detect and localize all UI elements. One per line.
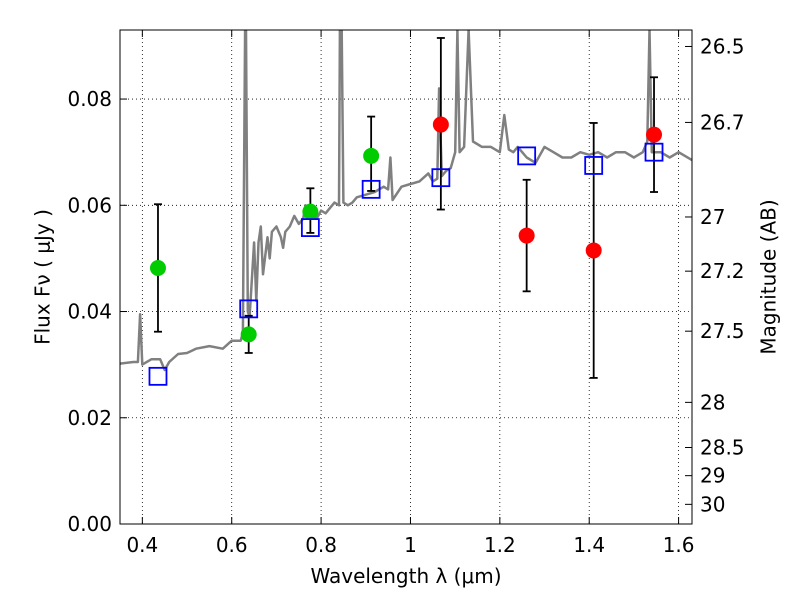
model-point [644, 142, 664, 162]
y2-tick-label: 28.5 [700, 436, 745, 460]
model-point [431, 168, 451, 188]
model-point [517, 146, 537, 166]
axes: 0.4 0.6 0.8 1 1.2 1.4 1.6 0.00 0.02 0.04 0.06 0.08 2… [67, 30, 745, 557]
x-tick-label: 1.4 [573, 533, 605, 557]
data-point [518, 227, 535, 244]
data-point [363, 147, 380, 164]
y2-axis-label: Magnitude (AB) [757, 199, 781, 354]
y-tick-label: 0.08 [67, 87, 112, 111]
y2-tick-label: 30 [700, 492, 725, 516]
data-point [646, 126, 663, 143]
grid [120, 30, 692, 525]
model-point [239, 299, 259, 319]
data-point [240, 326, 257, 343]
x-tick-label: 1 [404, 533, 417, 557]
data-point [432, 116, 449, 133]
y2-tick-label: 28 [700, 390, 725, 414]
y2-tick-label: 27.2 [700, 259, 745, 283]
data-point [302, 203, 319, 220]
model-point [584, 156, 604, 175]
y2-tick-label: 26.5 [700, 34, 745, 58]
model-point [300, 218, 320, 238]
plot-frame [119, 29, 693, 525]
data-point [149, 259, 166, 276]
model-point [361, 179, 381, 199]
plot-area [120, 30, 692, 386]
x-tick-label: 1.2 [484, 533, 516, 557]
y-tick-label: 0.00 [67, 512, 112, 536]
x-tick-label: 1.6 [663, 533, 695, 557]
y2-tick-label: 26.7 [700, 110, 745, 134]
x-tick-label: 0.8 [305, 533, 337, 557]
spectrum-line [120, 30, 692, 372]
y2-tick-label: 27.5 [700, 319, 745, 343]
y-tick-label: 0.04 [67, 300, 112, 324]
model-point [148, 366, 168, 386]
y-axis-label: Flux Fν ( μJy ) [31, 209, 55, 345]
y2-tick-label: 29 [700, 464, 725, 488]
x-axis-label: Wavelength λ (μm) [310, 564, 501, 588]
x-tick-label: 0.4 [126, 533, 158, 557]
y-tick-label: 0.06 [67, 193, 112, 217]
y2-tick-label: 27 [700, 205, 725, 229]
x-tick-label: 0.6 [216, 533, 248, 557]
y-tick-label: 0.02 [67, 406, 112, 430]
data-point [585, 242, 602, 259]
